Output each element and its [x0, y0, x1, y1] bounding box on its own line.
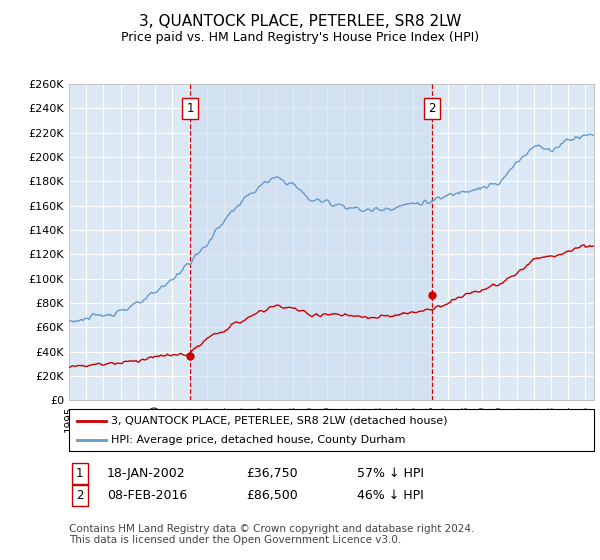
Text: 08-FEB-2016: 08-FEB-2016 [107, 489, 187, 502]
Text: 1: 1 [187, 102, 194, 115]
Text: 3, QUANTOCK PLACE, PETERLEE, SR8 2LW (detached house): 3, QUANTOCK PLACE, PETERLEE, SR8 2LW (de… [111, 416, 448, 426]
Text: 1: 1 [76, 466, 83, 480]
Text: Contains HM Land Registry data © Crown copyright and database right 2024.
This d: Contains HM Land Registry data © Crown c… [69, 524, 475, 545]
Text: 18-JAN-2002: 18-JAN-2002 [107, 466, 185, 480]
Text: 46% ↓ HPI: 46% ↓ HPI [357, 489, 424, 502]
Text: 2: 2 [76, 489, 83, 502]
FancyBboxPatch shape [69, 409, 594, 451]
Text: 2: 2 [428, 102, 436, 115]
Text: 57% ↓ HPI: 57% ↓ HPI [357, 466, 424, 480]
Text: £36,750: £36,750 [246, 466, 298, 480]
Text: £86,500: £86,500 [246, 489, 298, 502]
Text: HPI: Average price, detached house, County Durham: HPI: Average price, detached house, Coun… [111, 435, 406, 445]
Text: Price paid vs. HM Land Registry's House Price Index (HPI): Price paid vs. HM Land Registry's House … [121, 31, 479, 44]
Bar [190, 84, 432, 400]
Text: 3, QUANTOCK PLACE, PETERLEE, SR8 2LW: 3, QUANTOCK PLACE, PETERLEE, SR8 2LW [139, 14, 461, 29]
